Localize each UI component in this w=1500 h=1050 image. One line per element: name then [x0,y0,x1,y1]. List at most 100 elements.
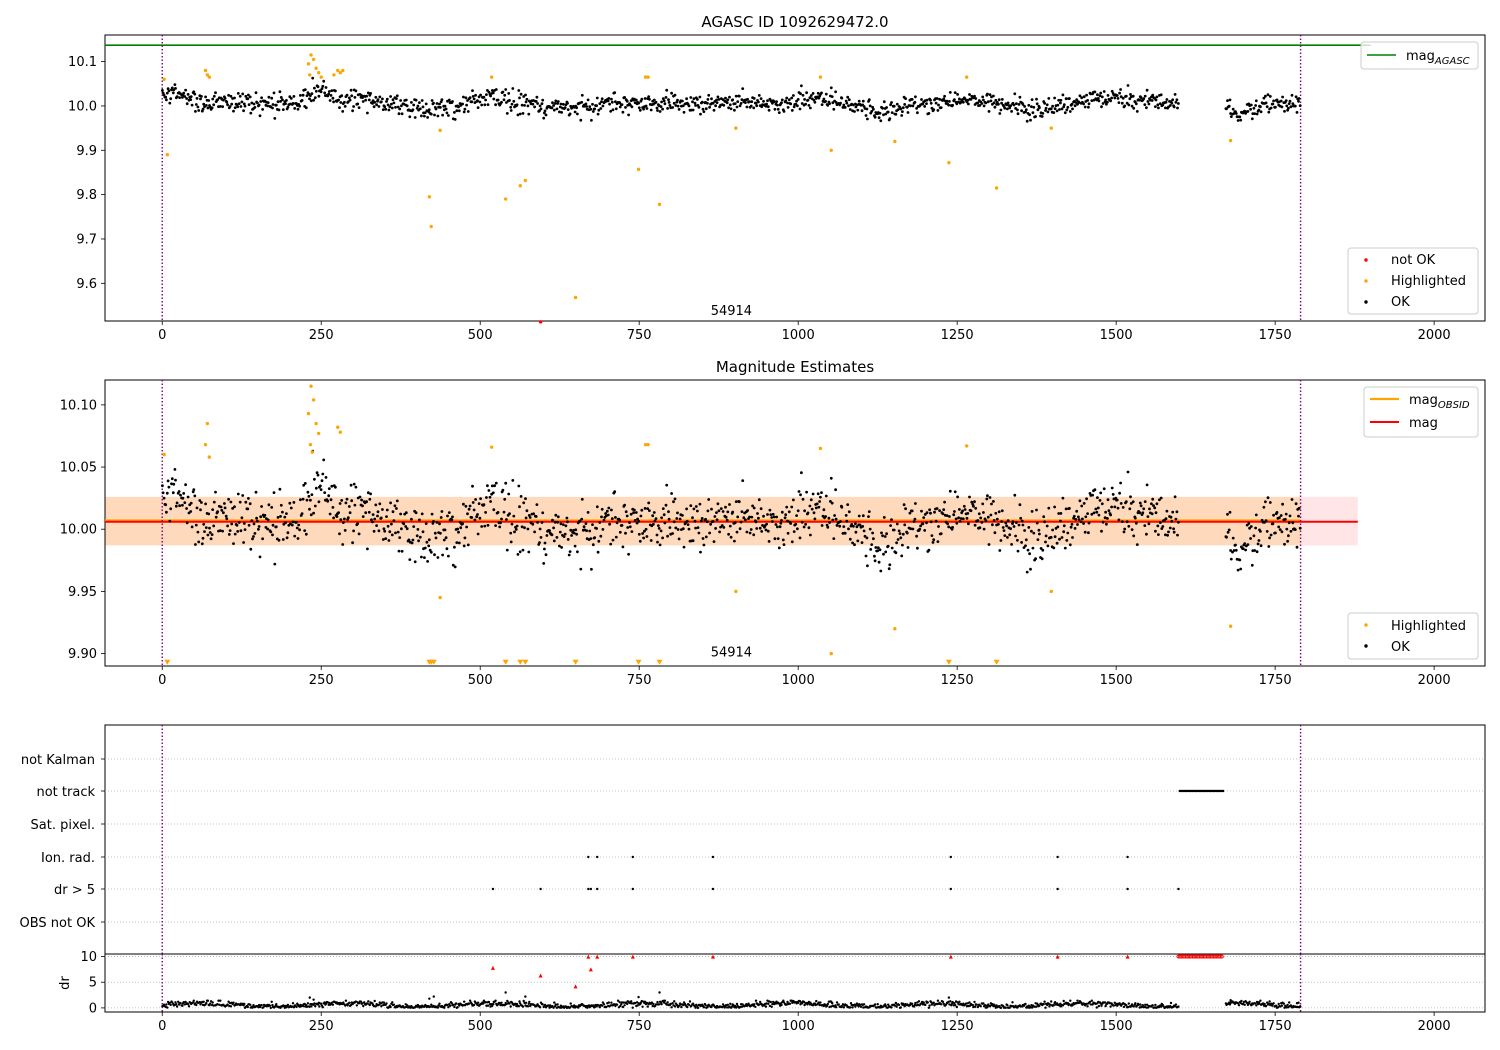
dr-point [366,1002,369,1005]
ok-point [340,94,344,98]
ok-point [420,99,424,102]
ok-point [338,502,342,505]
ok-point [765,102,768,106]
ok-point [1013,92,1017,96]
ok-point [392,519,396,523]
ok-point [271,523,275,527]
ok-point [334,89,337,93]
ok-point [237,521,241,524]
dr-gridlines [105,956,1485,1009]
ok-point [998,112,1002,115]
ok-point [660,100,663,104]
ok-point [203,530,206,533]
ok-point [772,515,776,519]
ok-point [1283,109,1286,113]
dr-point [690,1004,693,1007]
ok-point [588,529,592,533]
ok-point [1268,536,1271,540]
y-tick-label: 9.90 [68,647,97,662]
ok-point [610,97,613,101]
flag-point-dr [596,887,599,891]
ok-point [674,526,678,530]
ok-point [929,101,933,105]
ok-point [864,114,868,117]
ok-point [901,110,904,113]
ok-point [194,110,197,113]
ok-point [1150,502,1153,506]
ok-point [1139,504,1143,508]
ok-point [257,103,261,107]
ok-point [742,516,746,520]
dr-point [769,1000,772,1004]
ok-point [502,98,506,102]
ok-point [1040,115,1044,118]
dr-point [229,1005,233,1008]
ok-point [183,501,187,504]
ok-point [899,536,903,540]
ok-point [579,567,583,571]
dr-point [645,1001,649,1005]
dr-point [735,1006,738,1009]
ok-point [277,108,281,112]
dr-point [768,1004,772,1008]
ok-point [595,96,599,100]
highlighted-point [338,70,342,75]
ok-point [1079,520,1083,524]
ok-point [607,97,611,100]
ok-point [982,527,986,531]
ok-point [1291,102,1295,105]
ok-point [1129,93,1132,96]
ok-point [652,511,656,514]
ok-point [542,562,546,565]
ok-point [237,102,241,105]
ok-point [829,476,833,480]
ok-point [1225,535,1228,539]
ok-point [639,514,643,518]
dr-point [767,1002,770,1005]
ok-point [579,118,583,122]
ok-point [1229,557,1233,561]
ok-point [787,510,791,514]
ok-point [799,92,802,96]
legend-mag-obsid-subscript: OBSID [1438,400,1470,411]
ok-point [207,512,211,516]
ok-point [630,105,634,109]
ok-point [927,112,931,115]
dr-point [192,999,195,1002]
ok-point [729,535,733,539]
ok-point [1087,105,1090,109]
ok-point [472,97,476,101]
ok-point [519,495,523,498]
dr-point [825,1004,829,1007]
ok-point [451,100,454,103]
ok-point [1255,550,1259,554]
ok-point [992,519,996,522]
ok-point [181,96,184,99]
ok-point [201,107,205,111]
ok-point [503,93,507,97]
ok-point [655,106,659,110]
ok-point [667,517,671,521]
ok-point [1124,94,1128,98]
dr-point [438,1002,441,1005]
ok-point [1024,544,1027,548]
ok-point [560,111,563,114]
ok-point [387,539,391,542]
ok-point [1234,112,1238,115]
dr-point [310,1005,313,1008]
ok-point [855,525,859,529]
ok-point [668,526,672,529]
ok-point [564,524,568,528]
highlighted-point [306,62,311,66]
ok-point [1094,507,1098,511]
ok-point [552,108,556,112]
highlighted-point [438,128,442,133]
ok-point [425,540,429,544]
ok-point [1000,509,1004,513]
dr-point [780,1003,783,1007]
ok-point [442,538,446,542]
ok-point [900,114,904,117]
ok-point [1134,521,1138,525]
highlighted-point [438,595,442,600]
ok-point [536,102,539,105]
